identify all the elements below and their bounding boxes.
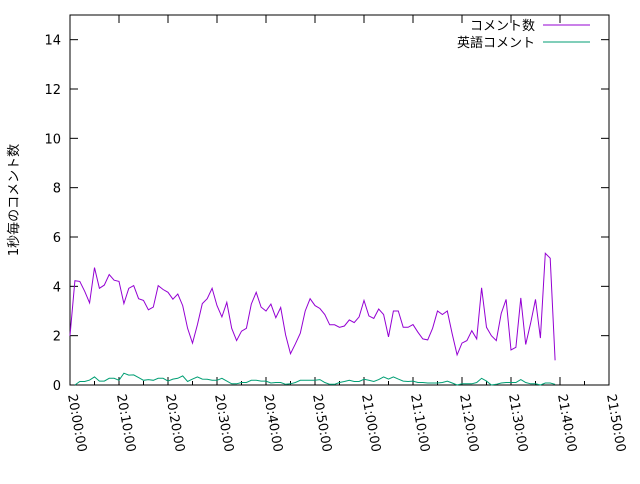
y-tick-label: 12: [44, 83, 61, 98]
plot-frame: [69, 14, 610, 386]
x-tick-label: 21:30:00: [505, 393, 530, 453]
y-tick-label: 2: [53, 330, 61, 345]
x-tick-label: 21:10:00: [407, 393, 432, 453]
series-line-0: [69, 252, 556, 361]
y-tick-label: 4: [53, 280, 61, 295]
x-tick-label: 20:10:00: [113, 393, 138, 453]
x-tick-label: 20:40:00: [260, 393, 285, 453]
y-tick-label: 14: [44, 34, 61, 49]
y-tick-label: 8: [53, 182, 61, 197]
y-tick-label: 0: [53, 379, 61, 394]
x-tick-label: 21:20:00: [456, 393, 481, 453]
legend-label: コメント数: [470, 19, 535, 34]
y-tick-label: 6: [53, 231, 61, 246]
x-tick-label: 21:40:00: [554, 393, 579, 453]
x-tick-label: 21:00:00: [358, 393, 383, 453]
x-tick-label: 20:30:00: [211, 393, 236, 453]
series-group: [69, 252, 556, 386]
x-tick-label: 20:50:00: [309, 393, 334, 453]
x-tick-label: 20:00:00: [64, 393, 89, 453]
y-axis-label: 1秒毎のコメント数: [6, 144, 22, 256]
series-line-1: [74, 372, 556, 386]
axes: 0 2 4 6 8 10 12 14 20:00:00 20:10:00 20:20:00 20:30…: [44, 14, 628, 453]
y-tick-label: 10: [44, 132, 61, 147]
x-tick-label: 20:20:00: [162, 393, 187, 453]
x-tick-label: 21:50:00: [603, 393, 628, 453]
legend-label: 英語コメント: [457, 35, 535, 51]
